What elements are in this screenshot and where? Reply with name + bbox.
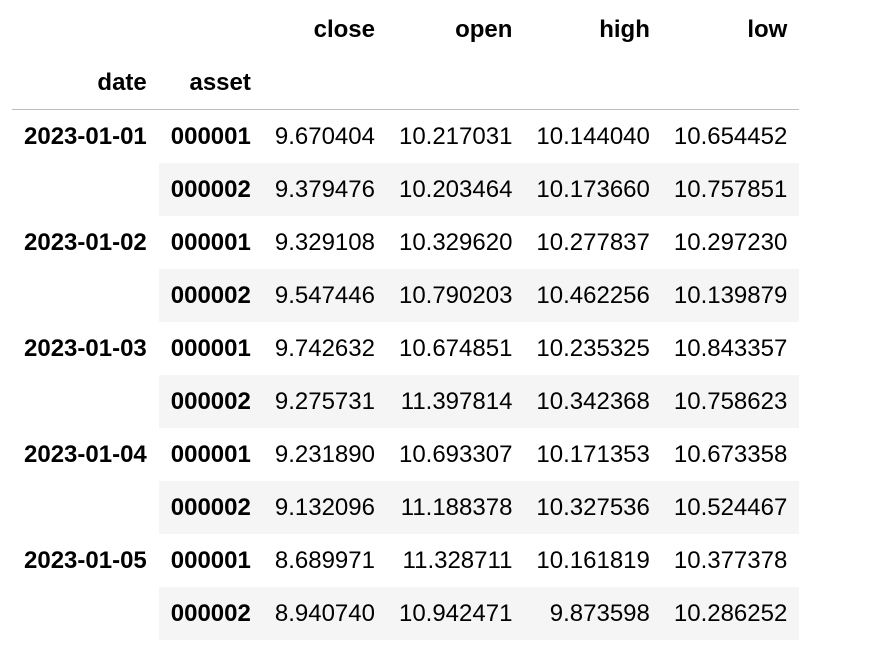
- value-cell-close: 8.940740: [262, 587, 387, 640]
- asset-index-cell: 000001: [170, 123, 251, 150]
- date-index-cell: 2023-01-04: [12, 428, 159, 534]
- asset-index-cell: 000002: [158, 587, 263, 640]
- index-name-asset: asset: [158, 56, 263, 110]
- value-cell-low: 10.286252: [661, 587, 800, 640]
- value-cell-close: 9.231890: [274, 441, 375, 468]
- table-row: 000002 9.547446 10.790203 10.462256 10.13987…: [12, 269, 800, 322]
- value-cell-high: 10.171353: [536, 441, 650, 468]
- value-cell-close: 9.379476: [262, 163, 387, 216]
- asset-index-cell: 000002: [158, 481, 263, 534]
- column-header-close: close: [313, 16, 375, 43]
- value-cell-open: 10.203464: [386, 163, 525, 216]
- blank-header-cell: [386, 56, 525, 110]
- asset-index-cell: 000001: [170, 229, 251, 256]
- value-cell-high: 10.235325: [536, 335, 650, 362]
- value-cell-low: 10.843357: [673, 335, 788, 362]
- index-name-row: date asset: [12, 56, 800, 110]
- value-cell-high: 10.462256: [524, 269, 662, 322]
- value-cell-low: 10.139879: [661, 269, 800, 322]
- value-cell-close: 9.275731: [262, 375, 387, 428]
- table-row: 000002 9.275731 11.397814 10.342368 10.75862…: [12, 375, 800, 428]
- asset-index-cell: 000002: [158, 269, 263, 322]
- value-cell-high: 9.873598: [524, 587, 662, 640]
- table-row: 2023-01-01 000001 9.670404 10.217031 10.1440…: [12, 109, 799, 216]
- dataframe-table: close open high low date asset 2023-01-0…: [12, 3, 800, 640]
- asset-index-cell: 000001: [170, 547, 251, 574]
- table-row: 000002 8.940740 10.942471 9.873598 10.286252: [12, 587, 800, 640]
- value-cell-high: 10.173660: [524, 163, 662, 216]
- column-header-low: low: [747, 16, 788, 43]
- value-cell-low: 10.673358: [673, 441, 788, 468]
- value-cell-high: 10.342368: [524, 375, 662, 428]
- asset-index-cell: 000002: [158, 375, 263, 428]
- table-row: 2023-01-04 000001 9.231890 10.693307 10.1713…: [12, 428, 799, 534]
- value-cell-open: 10.790203: [386, 269, 525, 322]
- corner-blank: [12, 3, 159, 56]
- blank-header-cell: [524, 56, 662, 110]
- value-cell-high: 10.144040: [536, 123, 650, 150]
- value-cell-low: 10.297230: [673, 229, 788, 256]
- index-name-date: date: [12, 56, 159, 110]
- asset-index-cell: 000002: [158, 163, 263, 216]
- value-cell-close: 8.689971: [274, 547, 375, 574]
- table-row: 2023-01-02 000001 9.329108 10.329620 10.2778…: [12, 216, 799, 322]
- table-row: 000002 9.379476 10.203464 10.173660 10.75785…: [12, 163, 800, 216]
- date-index-cell: 2023-01-05: [12, 534, 159, 640]
- table-row: 2023-01-03 000001 9.742632 10.674851 10.2353…: [12, 322, 799, 428]
- value-cell-open: 11.328711: [402, 547, 513, 574]
- value-cell-low: 10.758623: [661, 375, 800, 428]
- value-cell-open: 10.693307: [398, 441, 513, 468]
- value-cell-low: 10.757851: [661, 163, 800, 216]
- value-cell-close: 9.547446: [262, 269, 387, 322]
- value-cell-close: 9.132096: [262, 481, 387, 534]
- corner-blank: [159, 3, 263, 56]
- value-cell-high: 10.277837: [536, 229, 650, 256]
- table-row: 2023-01-05 000001 8.689971 11.328711 10.1618…: [12, 534, 799, 640]
- date-index-cell: 2023-01-03: [12, 322, 159, 428]
- value-cell-open: 10.942471: [386, 587, 525, 640]
- value-cell-close: 9.742632: [274, 335, 375, 362]
- column-header-high: high: [599, 16, 650, 43]
- value-cell-high: 10.161819: [536, 547, 650, 574]
- value-cell-close: 9.329108: [274, 229, 375, 256]
- date-index-cell: 2023-01-01: [12, 109, 159, 216]
- blank-header-cell: [661, 56, 800, 110]
- asset-index-cell: 000001: [170, 441, 251, 468]
- value-cell-open: 11.188378: [386, 481, 525, 534]
- table-body: 2023-01-01 000001 9.670404 10.217031 10.1440…: [12, 109, 800, 640]
- value-cell-high: 10.327536: [524, 481, 662, 534]
- column-header-row: close open high low: [12, 3, 799, 56]
- table-row: 000002 9.132096 11.188378 10.327536 10.52446…: [12, 481, 800, 534]
- value-cell-low: 10.654452: [673, 123, 788, 150]
- value-cell-close: 9.670404: [274, 123, 375, 150]
- date-index-cell: 2023-01-02: [12, 216, 159, 322]
- value-cell-open: 10.217031: [398, 123, 513, 150]
- value-cell-open: 11.397814: [386, 375, 525, 428]
- value-cell-low: 10.377378: [673, 547, 788, 574]
- asset-index-cell: 000001: [170, 335, 251, 362]
- column-header-open: open: [455, 16, 513, 43]
- value-cell-open: 10.329620: [398, 229, 513, 256]
- blank-header-cell: [262, 56, 387, 110]
- value-cell-low: 10.524467: [661, 481, 800, 534]
- value-cell-open: 10.674851: [398, 335, 513, 362]
